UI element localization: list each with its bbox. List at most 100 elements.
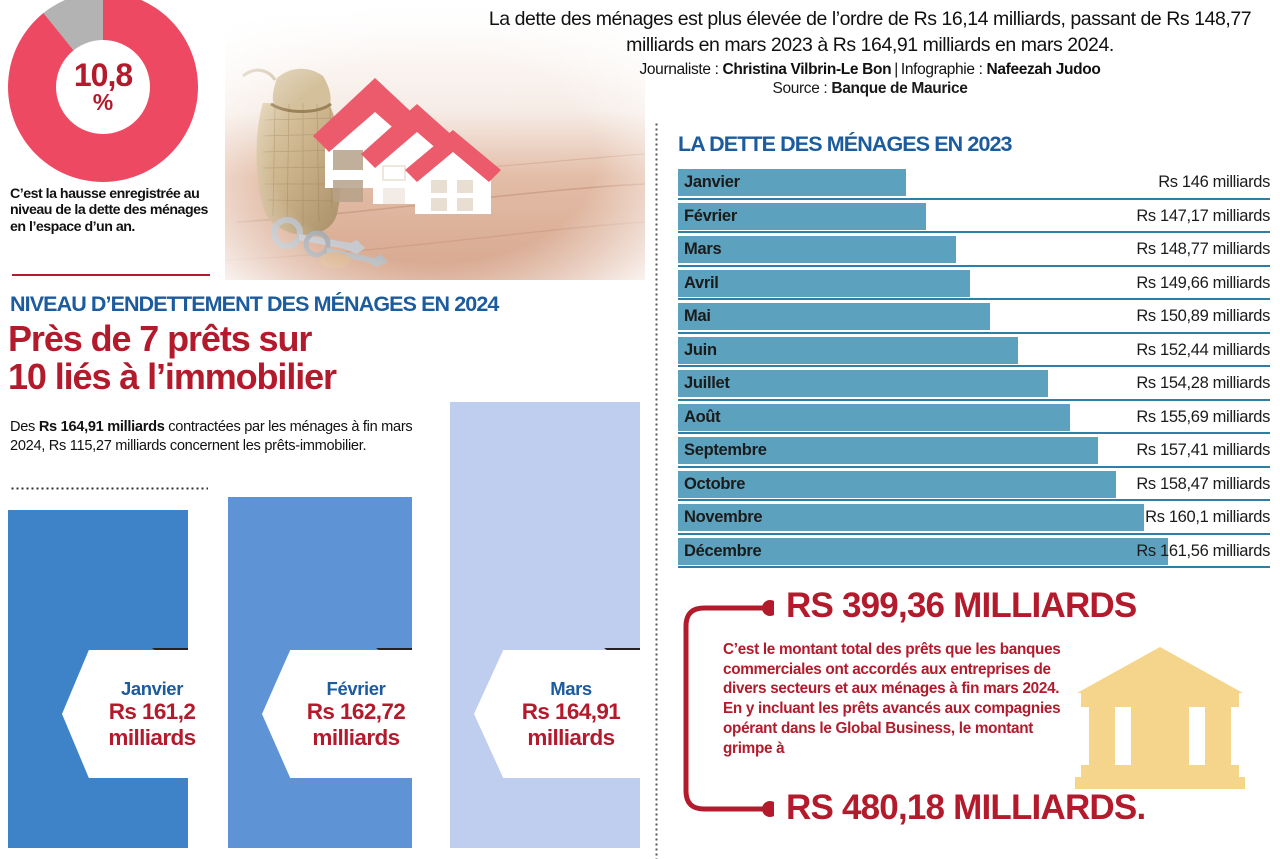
- journalist-label: Journaliste :: [639, 61, 719, 79]
- chart-value-label: Rs 157,41 milliards: [1136, 441, 1270, 459]
- loans-headline-top: RS 399,36 MILLIARDS: [786, 586, 1137, 625]
- donut-center: 10,8 %: [56, 40, 150, 134]
- chart-month-label: Avril: [684, 273, 719, 292]
- chart-value-label: Rs 149,66 milliards: [1136, 273, 1270, 292]
- chart-month-label: Mars: [684, 240, 722, 258]
- dotted-divider-rule: [10, 487, 208, 490]
- chart-baseline: [678, 566, 1270, 568]
- chart-row: Avril Rs 149,66 milliards: [678, 269, 1270, 303]
- source-name: Banque de Maurice: [831, 80, 968, 98]
- section-2024-paragraph: Des Rs 164,91 milliards contractées par …: [10, 418, 442, 457]
- chart-row: Septembre Rs 157,41 milliards: [678, 436, 1270, 470]
- chart-row: Juillet Rs 154,28 milliards: [678, 369, 1270, 403]
- chart-value-label: Rs 161,56 milliards: [1136, 541, 1270, 560]
- callout-value-unit: milliards: [527, 724, 615, 750]
- chart-row: Mai Rs 150,89 milliards: [678, 302, 1270, 336]
- section-2024-kicker: NIVEAU D’ENDETTEMENT DES MÉNAGES EN 2024: [10, 292, 499, 316]
- callout-value-amount: Rs 161,2: [108, 699, 196, 725]
- callout-value-unit: milliards: [108, 724, 196, 750]
- credits-line: Journaliste : Christina Vilbrin-Le Bon | I…: [470, 61, 1270, 79]
- donut-chart: 10,8 %: [8, 0, 198, 188]
- header-lead: La dette des ménages est plus élevée de …: [488, 8, 1252, 57]
- chart-bar: [678, 336, 1018, 364]
- chart-month-label: Juillet: [684, 374, 730, 392]
- chart-baseline: [678, 532, 1270, 535]
- bank-building-icon: [1075, 647, 1245, 789]
- chart-bar: [678, 403, 1070, 431]
- chart-value-label: Rs 152,44 milliards: [1136, 340, 1270, 359]
- chart-month-label: Février: [684, 206, 737, 225]
- column-callout-février: Février Rs 162,72 milliards: [262, 650, 428, 778]
- callout-month-label: Mars: [550, 678, 592, 700]
- chart-month-label: Août: [684, 407, 721, 426]
- column-callout-janvier: Janvier Rs 161,2 milliards: [62, 650, 220, 778]
- chart-bar: [678, 470, 1116, 498]
- chart-baseline: [678, 298, 1270, 300]
- chart-2023-title: LA DETTE DES MÉNAGES EN 2023: [678, 132, 1013, 156]
- credits-separator: |: [894, 61, 898, 79]
- chart-baseline: [678, 365, 1270, 367]
- chart-row: Février Rs 147,17 milliards: [678, 202, 1270, 236]
- donut-caption: C’est la hausse enregistrée au niveau de…: [10, 186, 208, 235]
- chart-bar: [678, 269, 970, 297]
- paragraph-bold: Rs 164,91 milliards: [38, 419, 165, 435]
- chart-bar: [678, 169, 906, 196]
- chart-row: Juin Rs 152,44 milliards: [678, 336, 1270, 370]
- source-label: Source :: [772, 80, 828, 98]
- chart-row: Août Rs 155,69 milliards: [678, 403, 1270, 437]
- chart-baseline: [678, 231, 1270, 233]
- chart-value-label: Rs 160,1 milliards: [1145, 508, 1270, 526]
- infographic-name: Nafeezah Judoo: [986, 61, 1101, 79]
- house-keys-photo: [225, 8, 645, 280]
- callout-month-label: Février: [326, 678, 386, 700]
- chart-baseline: [678, 499, 1270, 501]
- chart-baseline: [678, 331, 1270, 334]
- chart-value-label: Rs 154,28 milliards: [1136, 374, 1270, 392]
- bank-icon: [1075, 645, 1245, 790]
- source-line: Source : Banque de Maurice: [470, 80, 1270, 98]
- paragraph-pre: Des: [10, 419, 39, 435]
- chart-bar: [678, 370, 1048, 397]
- chart-bar: [678, 202, 926, 230]
- chart-bar: [678, 236, 956, 263]
- chart-row: Mars Rs 148,77 milliards: [678, 235, 1270, 269]
- chart-month-label: Mai: [684, 307, 711, 325]
- callout-value-amount: Rs 162,72: [306, 699, 406, 725]
- chart-2023-rows: Janvier Rs 146 milliards Février Rs 147,17 …: [678, 168, 1270, 570]
- chart-month-label: Décembre: [684, 541, 762, 560]
- chart-value-label: Rs 155,69 milliards: [1136, 407, 1270, 426]
- photo-illustration: [225, 8, 645, 280]
- column-bar-mars: [450, 402, 640, 848]
- callout-value-amount: Rs 164,91: [521, 699, 621, 725]
- chart-row: Décembre Rs 161,56 milliards: [678, 537, 1270, 571]
- chart-month-label: Septembre: [684, 441, 767, 459]
- vertical-dotted-divider: [655, 122, 658, 859]
- chart-baseline: [678, 432, 1270, 434]
- chart-value-label: Rs 158,47 milliards: [1136, 474, 1270, 493]
- donut-value: 10,8: [73, 56, 133, 93]
- chart-bar: [678, 504, 1144, 531]
- chart-value-label: Rs 147,17 milliards: [1136, 206, 1270, 225]
- chart-row: Octobre Rs 158,47 milliards: [678, 470, 1270, 504]
- paragraph-post: contractées par les ménages à fin mars 2…: [10, 419, 413, 455]
- chart-month-label: Janvier: [684, 173, 740, 191]
- header-block: La dette des ménages est plus élevée de …: [470, 6, 1270, 98]
- infographic-label: Infographie :: [900, 61, 983, 79]
- chart-bar: [678, 303, 990, 330]
- chart-row: Janvier Rs 146 milliards: [678, 168, 1270, 202]
- red-divider-rule: [12, 274, 210, 276]
- chart-month-label: Octobre: [684, 474, 746, 493]
- chart-month-label: Novembre: [684, 508, 763, 526]
- headline-line-1: Près de 7 prêts sur: [8, 318, 312, 359]
- callout-value-unit: milliards: [312, 724, 400, 750]
- chart-value-label: Rs 146 milliards: [1158, 173, 1270, 191]
- chart-baseline: [678, 465, 1270, 468]
- journalist-name: Christina Vilbrin-Le Bon: [722, 61, 892, 79]
- chart-value-label: Rs 150,89 milliards: [1136, 307, 1270, 325]
- donut-unit: %: [92, 89, 114, 116]
- column-callout-mars: Mars Rs 164,91 milliards: [474, 650, 646, 778]
- loans-headline-bottom: RS 480,18 MILLIARDS.: [786, 788, 1146, 827]
- chart-month-label: Juin: [684, 340, 717, 359]
- chart-value-label: Rs 148,77 milliards: [1136, 240, 1270, 258]
